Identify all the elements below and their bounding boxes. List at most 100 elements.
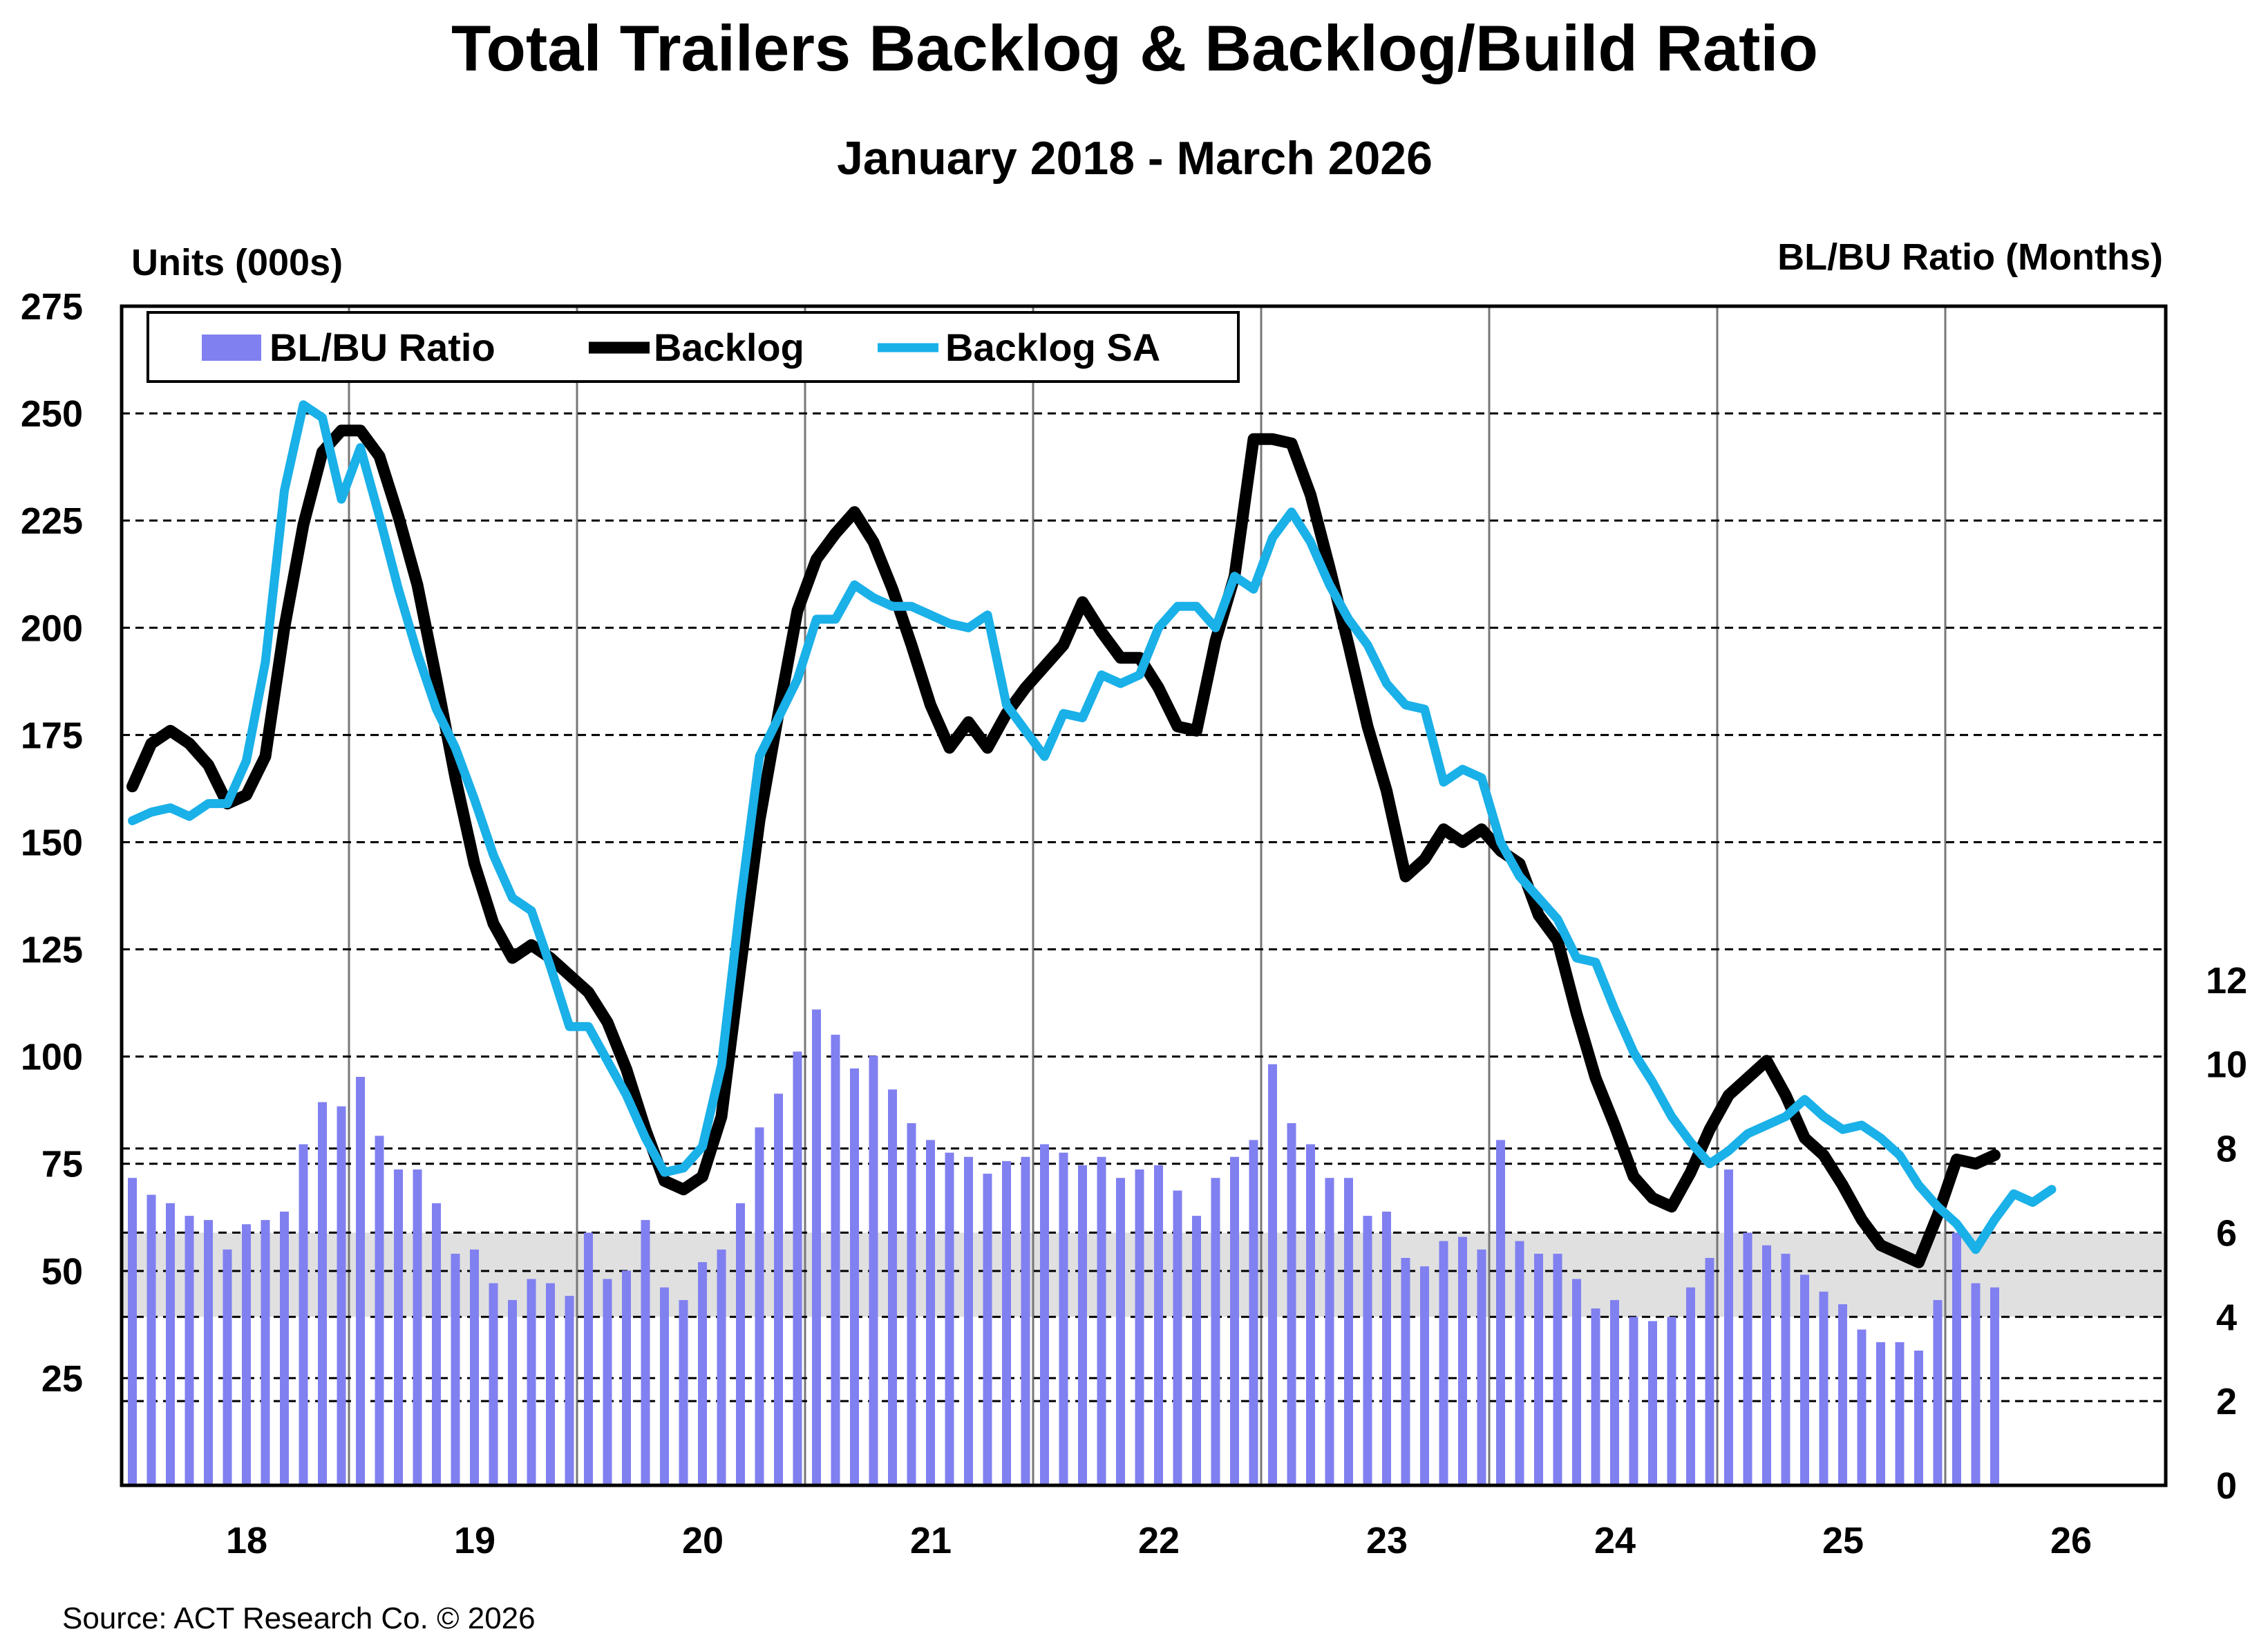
bar-bl-bu-ratio <box>1306 1144 1315 1485</box>
bar-bl-bu-ratio <box>1990 1287 1999 1485</box>
y-left-tick-label: 125 <box>21 930 83 971</box>
bar-bl-bu-ratio <box>356 1076 365 1485</box>
line-series-backlog-sa <box>128 400 2057 1254</box>
y-left-tick-label: 275 <box>21 286 83 328</box>
bar-bl-bu-ratio <box>888 1089 897 1485</box>
bar-series-bl-bu-ratio <box>128 1009 1999 1485</box>
bar-bl-bu-ratio <box>1344 1178 1353 1485</box>
y-left-axis-label: Units (000s) <box>131 242 343 283</box>
bar-bl-bu-ratio <box>1382 1211 1391 1485</box>
bar-bl-bu-ratio <box>185 1216 194 1485</box>
bar-bl-bu-ratio <box>204 1220 213 1485</box>
bar-bl-bu-ratio <box>489 1283 498 1485</box>
y-left-tick-label: 250 <box>21 393 83 435</box>
y-right-tick-label: 4 <box>2216 1297 2237 1338</box>
bar-bl-bu-ratio <box>1420 1266 1429 1485</box>
bar-bl-bu-ratio <box>1914 1351 1923 1485</box>
bar-bl-bu-ratio <box>1724 1169 1733 1485</box>
bar-bl-bu-ratio <box>1800 1275 1809 1485</box>
bar-bl-bu-ratio <box>1268 1064 1277 1485</box>
bar-bl-bu-ratio <box>603 1279 612 1485</box>
bar-bl-bu-ratio <box>1648 1321 1657 1485</box>
bar-bl-bu-ratio <box>736 1203 745 1485</box>
bar-bl-bu-ratio <box>1857 1329 1867 1485</box>
y-left-tick-label: 225 <box>21 500 83 542</box>
bar-bl-bu-ratio <box>166 1203 175 1485</box>
bar-bl-bu-ratio <box>1439 1241 1448 1485</box>
y-right-tick-label: 6 <box>2216 1212 2237 1254</box>
bar-bl-bu-ratio <box>1762 1245 1771 1485</box>
bar-bl-bu-ratio <box>432 1203 441 1485</box>
bar-bl-bu-ratio <box>413 1169 422 1485</box>
bar-bl-bu-ratio <box>1040 1144 1049 1485</box>
bar-bl-bu-ratio <box>793 1051 802 1485</box>
bar-bl-bu-ratio <box>774 1093 783 1485</box>
bar-bl-bu-ratio <box>907 1123 916 1485</box>
y-right-tick-label: 0 <box>2216 1465 2237 1507</box>
bar-bl-bu-ratio <box>299 1144 308 1485</box>
bar-bl-bu-ratio <box>1002 1160 1011 1485</box>
x-tick-label: 22 <box>1138 1520 1180 1561</box>
bar-bl-bu-ratio <box>1496 1140 1505 1485</box>
y-left-tick-label: 50 <box>41 1251 83 1292</box>
bar-bl-bu-ratio <box>1743 1232 1752 1485</box>
bar-bl-bu-ratio <box>1211 1178 1220 1485</box>
x-tick-label: 19 <box>454 1520 495 1561</box>
plot-area <box>120 304 2168 1487</box>
source-note: Source: ACT Research Co. © 2026 <box>62 1601 536 1635</box>
bar-bl-bu-ratio <box>508 1299 517 1485</box>
bar-bl-bu-ratio <box>926 1140 935 1485</box>
legend-swatch-bl-bu-ratio <box>202 335 261 361</box>
bar-bl-bu-ratio <box>318 1102 327 1485</box>
bar-bl-bu-ratio <box>698 1262 707 1485</box>
x-tick-label: 25 <box>1822 1520 1864 1561</box>
y-right-axis-label: BL/BU Ratio (Months) <box>1777 236 2163 278</box>
bar-bl-bu-ratio <box>1686 1287 1695 1485</box>
legend: BL/BU Ratio Backlog Backlog SA <box>147 311 1240 383</box>
bar-bl-bu-ratio <box>147 1194 156 1485</box>
bar-bl-bu-ratio <box>964 1156 973 1485</box>
bar-bl-bu-ratio <box>1838 1304 1847 1485</box>
bar-bl-bu-ratio <box>679 1299 688 1485</box>
bar-bl-bu-ratio <box>850 1068 859 1485</box>
bar-bl-bu-ratio <box>1610 1299 1619 1485</box>
bar-bl-bu-ratio <box>1781 1253 1790 1485</box>
bar-bl-bu-ratio <box>280 1211 289 1485</box>
chart-title: Total Trailers Backlog & Backlog/Build R… <box>451 12 1818 84</box>
bar-bl-bu-ratio <box>1173 1190 1182 1485</box>
y-right-tick-label: 2 <box>2216 1381 2237 1422</box>
bar-bl-bu-ratio <box>755 1127 764 1485</box>
bar-bl-bu-ratio <box>717 1249 726 1485</box>
bar-bl-bu-ratio <box>1933 1299 1943 1485</box>
bar-bl-bu-ratio <box>945 1152 954 1485</box>
bar-bl-bu-ratio <box>1097 1156 1106 1485</box>
y-left-tick-label: 25 <box>41 1358 83 1400</box>
bar-bl-bu-ratio <box>584 1232 593 1485</box>
bar-bl-bu-ratio <box>1572 1279 1581 1485</box>
x-tick-label: 23 <box>1366 1520 1408 1561</box>
bar-bl-bu-ratio <box>337 1106 346 1485</box>
bar-bl-bu-ratio <box>1515 1241 1524 1485</box>
y-right-ticks: 12 10 8 6 4 2 0 <box>2206 960 2247 1507</box>
bar-bl-bu-ratio <box>622 1270 631 1485</box>
bar-bl-bu-ratio <box>1477 1249 1486 1485</box>
bar-bl-bu-ratio <box>1401 1257 1410 1485</box>
bar-bl-bu-ratio <box>1534 1253 1543 1485</box>
bar-bl-bu-ratio <box>546 1283 555 1485</box>
bar-bl-bu-ratio <box>394 1169 403 1485</box>
bar-bl-bu-ratio <box>1230 1156 1239 1485</box>
bar-bl-bu-ratio <box>1287 1123 1296 1485</box>
bar-bl-bu-ratio <box>1116 1178 1125 1485</box>
chart-subtitle: January 2018 - March 2026 <box>837 132 1433 185</box>
bar-bl-bu-ratio <box>1971 1283 1981 1485</box>
bar-bl-bu-ratio <box>1325 1178 1334 1485</box>
bar-bl-bu-ratio <box>1591 1308 1600 1485</box>
bar-bl-bu-ratio <box>1363 1216 1372 1485</box>
x-tick-label: 18 <box>226 1520 267 1561</box>
y-left-ticks: 275 250 225 200 175 150 125 100 75 50 25 <box>21 286 83 1400</box>
legend-label-bl-bu-ratio: BL/BU Ratio <box>270 326 495 369</box>
y-right-tick-label: 10 <box>2206 1044 2247 1086</box>
bar-bl-bu-ratio <box>1629 1317 1638 1485</box>
bar-bl-bu-ratio <box>223 1249 232 1485</box>
legend-label-backlog: Backlog <box>654 326 804 369</box>
